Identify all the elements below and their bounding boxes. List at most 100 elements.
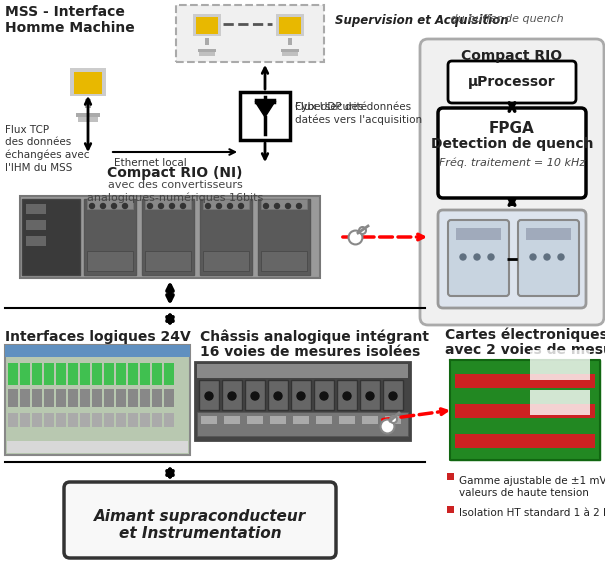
Bar xyxy=(198,49,216,52)
Bar xyxy=(152,363,162,385)
Bar xyxy=(447,506,454,513)
Bar xyxy=(203,199,249,209)
Bar xyxy=(20,196,320,278)
Text: μProcessor: μProcessor xyxy=(468,75,556,89)
Bar xyxy=(164,389,174,407)
Ellipse shape xyxy=(205,392,213,400)
Bar xyxy=(164,413,174,427)
Bar xyxy=(258,199,310,275)
Bar xyxy=(142,199,194,275)
Bar xyxy=(20,363,30,385)
Bar xyxy=(530,350,590,380)
Bar xyxy=(195,362,410,440)
Bar xyxy=(224,416,240,424)
FancyBboxPatch shape xyxy=(448,220,509,296)
Bar xyxy=(32,413,42,427)
Bar xyxy=(270,416,286,424)
Bar xyxy=(268,380,288,410)
Bar xyxy=(104,363,114,385)
Bar xyxy=(193,14,221,36)
Bar xyxy=(282,52,298,56)
Ellipse shape xyxy=(100,203,105,209)
Bar xyxy=(247,416,263,424)
Bar xyxy=(222,380,242,410)
Bar xyxy=(245,380,265,410)
Bar xyxy=(128,413,138,427)
Bar xyxy=(85,99,91,108)
Bar xyxy=(116,389,126,407)
Bar xyxy=(203,251,249,271)
Text: Aimant supraconducteur: Aimant supraconducteur xyxy=(94,509,306,523)
Ellipse shape xyxy=(159,203,163,209)
Bar xyxy=(201,416,217,424)
Bar xyxy=(455,434,595,448)
Bar xyxy=(8,389,18,407)
Bar xyxy=(152,389,162,407)
Bar xyxy=(68,389,78,407)
Bar xyxy=(5,345,190,357)
Bar xyxy=(80,413,90,427)
Ellipse shape xyxy=(148,203,152,209)
Bar xyxy=(383,380,403,410)
Bar xyxy=(80,389,90,407)
Polygon shape xyxy=(256,103,274,117)
Bar xyxy=(68,363,78,385)
Ellipse shape xyxy=(227,203,232,209)
Bar xyxy=(26,236,46,246)
Bar xyxy=(196,17,218,34)
Ellipse shape xyxy=(275,203,280,209)
Bar xyxy=(8,413,18,427)
Ellipse shape xyxy=(530,254,536,260)
Bar xyxy=(261,251,307,271)
Bar xyxy=(56,363,66,385)
Ellipse shape xyxy=(90,203,94,209)
Text: Ethernet local: Ethernet local xyxy=(114,158,186,168)
Bar xyxy=(281,49,299,52)
Text: 16 voies de mesures isolées: 16 voies de mesures isolées xyxy=(200,345,420,359)
Bar xyxy=(87,251,133,271)
Bar xyxy=(362,416,378,424)
Ellipse shape xyxy=(169,203,174,209)
Bar xyxy=(44,389,54,407)
Bar xyxy=(68,413,78,427)
Text: Châssis analogique intégrant: Châssis analogique intégrant xyxy=(200,330,429,345)
Text: Flux TCP
des données
échangées avec
l'IHM du MSS: Flux TCP des données échangées avec l'IH… xyxy=(5,125,90,173)
Bar xyxy=(145,251,191,271)
Text: Cartes électroniques: Cartes électroniques xyxy=(445,328,605,342)
FancyBboxPatch shape xyxy=(420,39,604,325)
Bar xyxy=(56,413,66,427)
Bar xyxy=(205,38,209,45)
Bar xyxy=(32,389,42,407)
Ellipse shape xyxy=(206,203,211,209)
Ellipse shape xyxy=(180,203,186,209)
Bar xyxy=(84,199,136,275)
Bar xyxy=(456,228,501,240)
Ellipse shape xyxy=(122,203,128,209)
Bar xyxy=(128,363,138,385)
FancyBboxPatch shape xyxy=(518,220,579,296)
Bar xyxy=(92,363,102,385)
Bar xyxy=(455,374,595,388)
Bar xyxy=(32,363,42,385)
Bar xyxy=(176,5,324,62)
Text: avec 2 voies de mesures: avec 2 voies de mesures xyxy=(445,343,605,357)
Bar xyxy=(56,389,66,407)
Text: du buffer de quench: du buffer de quench xyxy=(447,14,564,24)
Text: Supervision et Acquisition: Supervision et Acquisition xyxy=(335,14,509,27)
Bar xyxy=(26,204,46,214)
Ellipse shape xyxy=(217,203,221,209)
Ellipse shape xyxy=(251,392,259,400)
Text: Isolation HT standard 1 à 2 kV: Isolation HT standard 1 à 2 kV xyxy=(459,508,605,518)
Ellipse shape xyxy=(389,392,397,400)
Bar xyxy=(316,416,332,424)
Bar xyxy=(276,14,304,36)
Ellipse shape xyxy=(238,203,243,209)
Text: et Instrumentation: et Instrumentation xyxy=(119,526,281,541)
Text: Flux UDP des données
datées vers l'acquisition: Flux UDP des données datées vers l'acqui… xyxy=(295,102,422,125)
Bar xyxy=(145,199,191,209)
FancyBboxPatch shape xyxy=(438,210,586,308)
Bar xyxy=(200,199,252,275)
Text: avec des convertisseurs
analogiques-numériques 16bits: avec des convertisseurs analogiques-numé… xyxy=(87,180,263,203)
Bar xyxy=(447,473,454,480)
Bar xyxy=(44,363,54,385)
